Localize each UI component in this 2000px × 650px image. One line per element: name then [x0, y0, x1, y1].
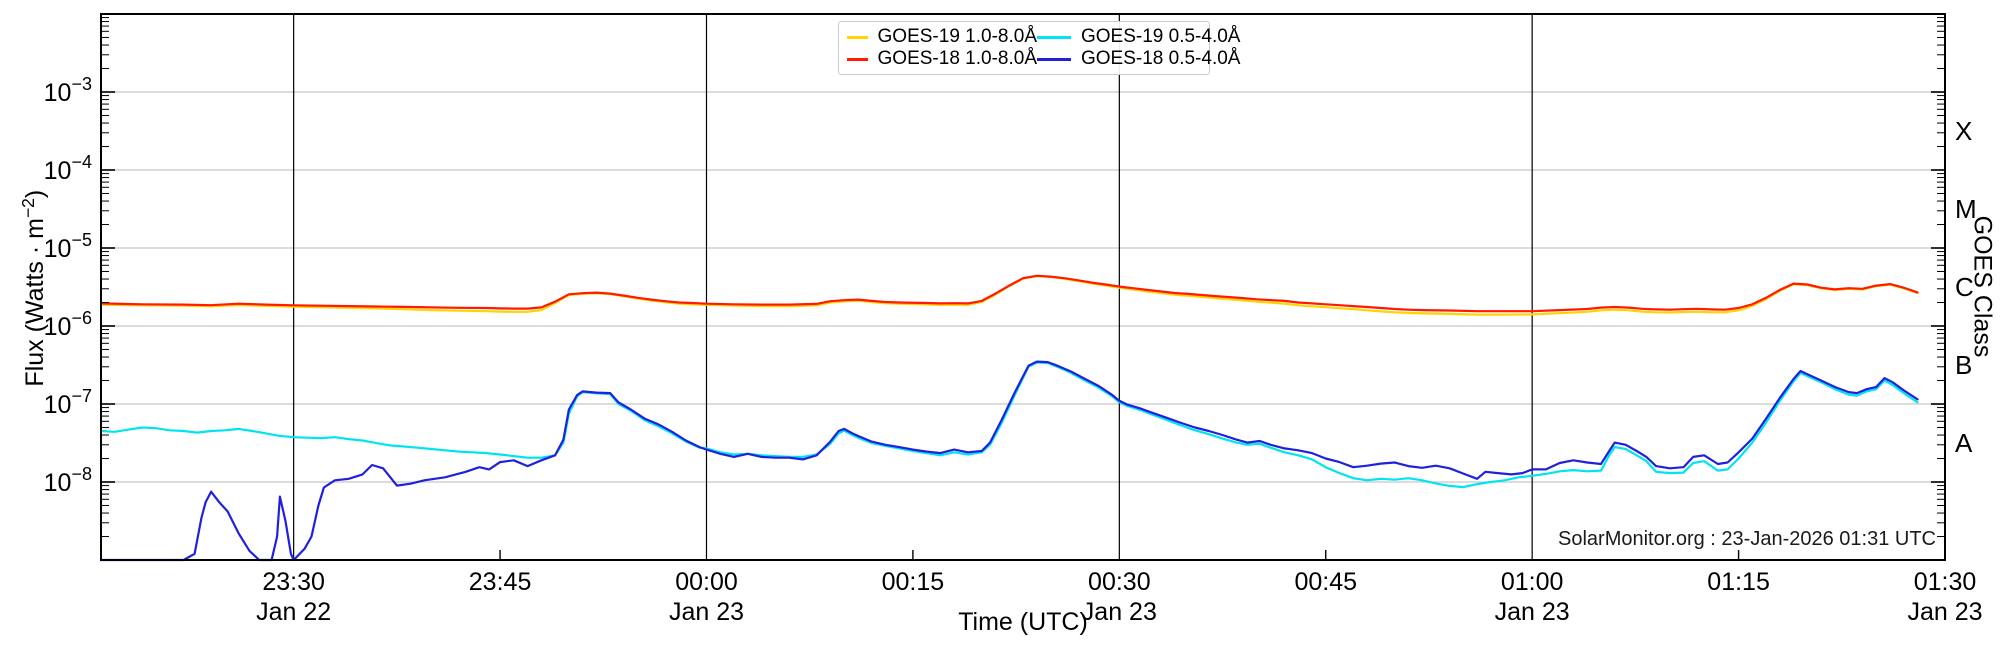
y-axis-title: Flux (Watts · m−2) — [17, 189, 50, 387]
goes-class-labels: X M C B A — [1955, 116, 1977, 458]
legend-label: GOES-18 0.5-4.0Å — [1081, 48, 1241, 69]
x-tick-time-label: 00:15 — [882, 568, 945, 596]
legend-item-goes19-long: GOES-19 1.0-8.0Å — [847, 26, 1037, 48]
legend-item-goes19-short: GOES-19 0.5-4.0Å — [1037, 26, 1240, 48]
x-tick-time-label: 23:30 — [262, 568, 325, 596]
right-axis-title: GOES Class — [1968, 215, 1997, 358]
watermark-text: SolarMonitor.org : 23-Jan-2026 01:31 UTC — [1558, 528, 1936, 550]
y-tick-label: 10−4 — [44, 152, 92, 185]
legend: GOES-19 1.0-8.0Å GOES-18 1.0-8.0Å GOES-1… — [838, 21, 1240, 75]
legend-item-goes18-short: GOES-18 0.5-4.0Å — [1037, 48, 1240, 70]
x-tick-time-label: 00:45 — [1294, 568, 1357, 596]
legend-column-2: GOES-19 0.5-4.0Å GOES-18 0.5-4.0Å — [1037, 26, 1240, 70]
decade-gridlines — [101, 91, 1945, 483]
goes18-long-line-swatch — [847, 57, 868, 61]
x-tick-date-label: Jan 22 — [256, 598, 331, 626]
legend-label: GOES-19 1.0-8.0Å — [877, 26, 1037, 47]
y-tick-label: 10−5 — [44, 230, 92, 263]
x-tick-date-label: Jan 23 — [1907, 598, 1982, 626]
x-tick-date-label: Jan 23 — [669, 598, 744, 626]
y-tick-label: 10−6 — [44, 308, 92, 341]
goes-class-label: C — [1955, 272, 1974, 302]
x-tick-time-label: 00:00 — [675, 568, 738, 596]
legend-column-1: GOES-19 1.0-8.0Å GOES-18 1.0-8.0Å — [847, 26, 1037, 70]
x-tick-time-label: 00:30 — [1088, 568, 1151, 596]
goes-class-label: A — [1955, 428, 1973, 458]
time-gridlines — [293, 14, 1533, 560]
y-tick-label: 10−7 — [44, 386, 92, 419]
legend-label: GOES-19 0.5-4.0Å — [1081, 26, 1241, 47]
y-tick-label: 10−3 — [44, 74, 92, 107]
legend-label: GOES-18 1.0-8.0Å — [877, 48, 1037, 69]
x-ticks — [499, 550, 1740, 560]
series-goes-19-0-5-4-0- — [99, 361, 1919, 489]
x-tick-time-label: 01:30 — [1914, 568, 1977, 596]
x-tick-time-label: 23:45 — [469, 568, 532, 596]
x-tick-time-label: 01:15 — [1707, 568, 1770, 596]
x-tick-date-label: Jan 23 — [1495, 598, 1570, 626]
plot-border — [100, 13, 1946, 561]
goes19-long-line-swatch — [847, 35, 868, 39]
y-tick-labels: 10−3 10−4 10−5 10−6 10−7 10−8 — [44, 74, 92, 497]
series-goes-18-0-5-4-0- — [99, 360, 1919, 562]
legend-item-goes18-long: GOES-18 1.0-8.0Å — [847, 48, 1037, 70]
goes18-short-line-swatch — [1037, 57, 1071, 61]
x-axis-title: Time (UTC) — [958, 608, 1088, 636]
y-ticks — [101, 17, 1945, 538]
x-tick-date-label: Jan 23 — [1082, 598, 1157, 626]
goes-class-label: M — [1955, 194, 1977, 224]
goes-class-label: X — [1955, 116, 1972, 146]
series-goes-18-1-0-8-0- — [99, 274, 1919, 313]
x-tick-time-label: 01:00 — [1501, 568, 1564, 596]
y-tick-label: 10−8 — [44, 464, 92, 497]
goes-class-label: B — [1955, 350, 1972, 380]
goes19-short-line-swatch — [1037, 35, 1071, 39]
